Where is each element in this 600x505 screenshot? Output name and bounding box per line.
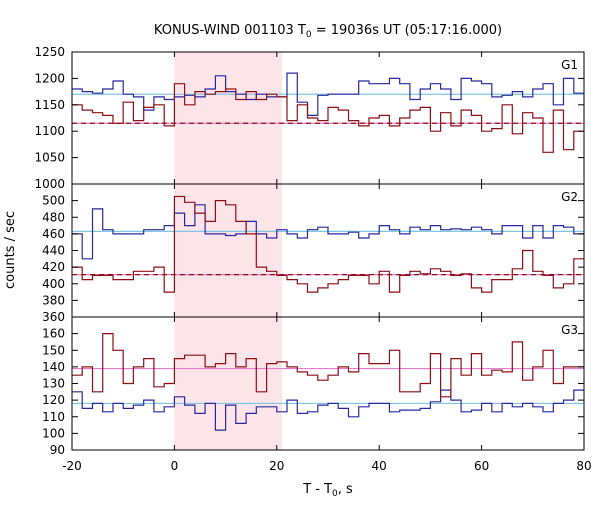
xtick-label: 20: [269, 459, 284, 473]
g3-series-blue: [72, 389, 584, 431]
g3-ytick-label: 130: [42, 377, 65, 391]
plot-layer: G1100010501100115012001250G2360380400420…: [34, 45, 591, 473]
g2-ytick-label: 380: [42, 293, 65, 307]
xtick-label: 60: [474, 459, 489, 473]
g2-ytick-label: 500: [42, 194, 65, 208]
g3-ytick-label: 140: [42, 360, 65, 374]
g2-panel-label: G2: [561, 190, 578, 204]
g2-series-blue: [72, 204, 584, 260]
g3-ytick-label: 150: [42, 343, 65, 357]
xtick-label: -20: [62, 459, 82, 473]
y-axis-label: counts / sec: [3, 211, 18, 289]
g1-ytick-label: 1000: [34, 177, 65, 191]
xtick-label: 80: [576, 459, 591, 473]
g1-series-blue: [72, 72, 584, 116]
highlight-interval: [174, 52, 282, 450]
g1-ytick-label: 1050: [34, 151, 65, 165]
xtick-label: 40: [372, 459, 387, 473]
g3-ytick-label: 120: [42, 393, 65, 407]
xtick-label: 0: [171, 459, 179, 473]
g2-ytick-label: 360: [42, 310, 65, 324]
g1-ytick-label: 1150: [34, 98, 65, 112]
g2-ytick-label: 420: [42, 260, 65, 274]
g3-ytick-label: 100: [42, 426, 65, 440]
g2-frame: [71, 183, 585, 318]
g1-ytick-label: 1200: [34, 71, 65, 85]
g2-ytick-label: 460: [42, 227, 65, 241]
x-axis-label: T - T0, s: [302, 482, 353, 499]
g1-series-red: [72, 83, 584, 153]
g2-series-red: [72, 195, 584, 293]
g3-ytick-label: 110: [42, 410, 65, 424]
g2-ytick-label: 480: [42, 210, 65, 224]
g2-ytick-label: 400: [42, 277, 65, 291]
g3-ytick-label: 160: [42, 327, 65, 341]
g1-panel-label: G1: [561, 58, 578, 72]
g3-series-red: [72, 333, 584, 398]
g3-frame: [71, 316, 585, 451]
g2-ytick-label: 440: [42, 244, 65, 258]
g3-ytick-label: 90: [50, 443, 65, 457]
chart-title: KONUS-WIND 001103 T0 = 19036s UT (05:17:…: [154, 23, 502, 40]
g1-ytick-label: 1100: [34, 124, 65, 138]
g3-panel-label: G3: [561, 323, 578, 337]
g1-ytick-label: 1250: [34, 45, 65, 59]
